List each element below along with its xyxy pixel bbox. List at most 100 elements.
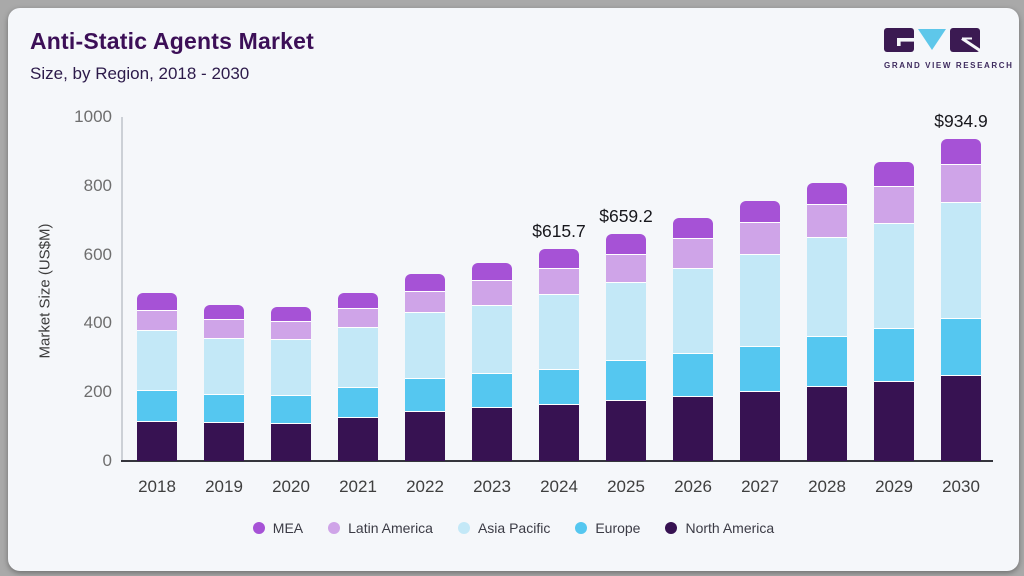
- bar-segment-north-america: [539, 404, 579, 461]
- bar-2029: [874, 161, 914, 461]
- bar-segment-north-america: [137, 421, 177, 461]
- bar-segment-asia-pacific: [539, 293, 579, 369]
- bar-2027: [740, 201, 780, 461]
- y-tick-label-400: 400: [83, 313, 112, 333]
- y-tick-label-0: 0: [102, 451, 112, 470]
- bar-segment-north-america: [874, 381, 914, 461]
- bar-segment-mea: [606, 234, 646, 254]
- bar-segment-asia-pacific: [405, 312, 445, 379]
- legend-swatch-mea: [252, 522, 265, 534]
- bar-segment-europe: [271, 394, 311, 423]
- bar-segment-asia-pacific: [740, 253, 780, 347]
- legend-label-europe: Europe: [595, 520, 641, 536]
- legend-swatch-north-america: [665, 522, 678, 534]
- bar-segment-europe: [539, 368, 579, 405]
- bar-segment-north-america: [673, 395, 713, 461]
- y-axis-line: [121, 117, 123, 461]
- bar-2023: [472, 262, 512, 461]
- bar-segment-europe: [807, 336, 847, 387]
- bar-segment-mea: [539, 249, 579, 269]
- x-tick-label-2026: 2026: [674, 477, 712, 496]
- bar-segment-mea: [204, 304, 244, 320]
- bar-segment-mea: [807, 182, 847, 205]
- bar-segment-latin-america: [338, 307, 378, 327]
- x-axis-line: [121, 460, 993, 462]
- bar-segment-europe: [204, 394, 244, 423]
- bar-2021: [338, 292, 378, 461]
- bar-segment-asia-pacific: [472, 304, 512, 374]
- bar-segment-north-america: [472, 406, 512, 461]
- bar-segment-asia-pacific: [606, 281, 646, 361]
- legend-item-north-america: North America: [665, 520, 774, 536]
- legend-label-mea: MEA: [272, 520, 304, 536]
- bar-2026: [673, 217, 713, 461]
- legend-item-asia-pacific: Asia Pacific: [457, 520, 551, 536]
- bar-total-label-2024: $615.7: [532, 221, 586, 242]
- bar-2020: [271, 306, 311, 461]
- x-tick-label-2024: 2024: [540, 477, 578, 496]
- bar-2030: [941, 139, 981, 461]
- bar-segment-latin-america: [472, 280, 512, 305]
- bar-2025: [606, 234, 646, 461]
- bar-segment-north-america: [740, 390, 780, 461]
- x-tick-label-2025: 2025: [607, 477, 645, 496]
- bar-segment-north-america: [941, 375, 981, 461]
- bar-2022: [405, 273, 445, 461]
- bar-segment-mea: [137, 293, 177, 310]
- page-title: Anti-Static Agents Market: [30, 28, 315, 54]
- chart-legend: MEA Latin America Asia Pacific Europe North …: [8, 520, 1019, 536]
- gvr-logo-icon: [884, 28, 981, 52]
- legend-label-north-america: North America: [685, 520, 775, 536]
- bar-segment-north-america: [807, 386, 847, 461]
- bar-segment-mea: [338, 292, 378, 308]
- page-subtitle: Size, by Region, 2018 - 2030: [30, 64, 250, 83]
- bar-segment-europe: [740, 346, 780, 391]
- bar-segment-europe: [405, 378, 445, 411]
- bar-2018: [137, 293, 177, 461]
- x-tick-label-2023: 2023: [473, 477, 511, 496]
- legend-item-europe: Europe: [575, 520, 640, 536]
- bar-segment-asia-pacific: [204, 337, 244, 395]
- bar-segment-asia-pacific: [271, 338, 311, 395]
- bar-segment-europe: [874, 327, 914, 382]
- bar-segment-north-america: [204, 422, 244, 461]
- bar-segment-latin-america: [807, 204, 847, 238]
- legend-swatch-europe: [575, 522, 588, 534]
- bar-segment-asia-pacific: [137, 329, 177, 391]
- bar-segment-mea: [472, 262, 512, 281]
- y-tick-label-600: 600: [83, 244, 112, 264]
- bar-segment-latin-america: [137, 309, 177, 330]
- x-tick-label-2018: 2018: [138, 477, 176, 496]
- y-axis-title: Market Size (US$M): [36, 223, 54, 359]
- bar-segment-north-america: [606, 400, 646, 461]
- gvr-logo-text: GRAND VIEW RESEARCH: [884, 61, 1014, 70]
- bar-segment-mea: [941, 139, 981, 165]
- bar-segment-north-america: [271, 422, 311, 461]
- legend-swatch-latin-america: [328, 522, 341, 534]
- bar-segment-europe: [472, 373, 512, 407]
- gvr-logo: GRAND VIEW RESEARCH: [884, 27, 1014, 70]
- bar-segment-mea: [271, 306, 311, 322]
- bar-segment-north-america: [405, 410, 445, 461]
- bar-2019: [204, 304, 244, 461]
- bar-segment-latin-america: [405, 290, 445, 313]
- bar-2024: [539, 249, 579, 461]
- bar-2028: [807, 182, 847, 461]
- bar-segment-mea: [405, 273, 445, 291]
- bar-segment-latin-america: [874, 186, 914, 223]
- bar-segment-asia-pacific: [338, 326, 378, 387]
- bar-segment-latin-america: [740, 221, 780, 254]
- bar-segment-mea: [874, 161, 914, 187]
- bar-segment-mea: [740, 201, 780, 222]
- bar-segment-latin-america: [539, 268, 579, 294]
- bar-segment-europe: [338, 386, 378, 417]
- bar-total-label-2025: $659.2: [599, 206, 653, 227]
- x-tick-label-2021: 2021: [339, 477, 377, 496]
- legend-label-latin-america: Latin America: [348, 520, 433, 536]
- legend-label-asia-pacific: Asia Pacific: [477, 520, 551, 536]
- bar-segment-europe: [137, 390, 177, 422]
- legend-item-mea: MEA: [252, 520, 304, 536]
- bar-segment-europe: [673, 353, 713, 396]
- y-tick-label-1000: 1000: [74, 107, 112, 126]
- x-tick-label-2030: 2030: [942, 477, 980, 496]
